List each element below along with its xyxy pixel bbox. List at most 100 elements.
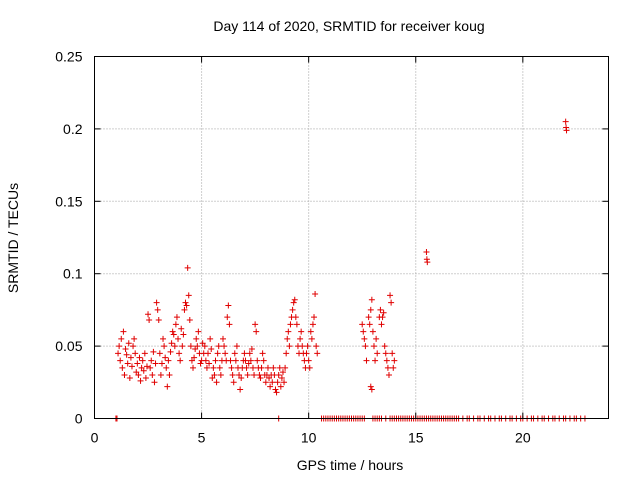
data-point [304,343,311,350]
plot-frame [94,56,609,419]
data-point [182,299,189,306]
data-point [281,379,288,386]
data-point [221,343,228,350]
data-point [285,328,292,335]
data-point [247,357,254,364]
data-point [123,351,130,358]
data-point [150,348,157,355]
data-point [253,328,260,335]
data-point [127,354,134,361]
data-point [205,350,212,357]
data-point [305,357,312,364]
x-tick-label: 0 [91,430,99,446]
y-tick-label: 0.1 [63,266,83,282]
data-point [275,372,282,379]
data-point [267,383,274,390]
data-point [273,389,280,396]
data-point [121,372,128,379]
data-point [157,372,164,379]
data-point [241,350,248,357]
data-point [169,328,176,335]
data-point [370,343,377,350]
data-point [122,345,129,352]
y-axis-ticks: 0 0.05 0.1 0.15 0.2 0.25 [55,49,609,427]
data-point [197,360,204,367]
data-point [278,374,285,381]
data-point [142,374,149,381]
data-point [384,364,391,371]
data-point [293,321,300,328]
data-point [229,372,236,379]
data-point [373,335,380,342]
gridlines [94,56,609,419]
data-point [381,343,388,350]
data-point [290,299,297,306]
data-point [210,364,217,371]
data-point [158,360,165,367]
data-point [154,306,161,313]
data-point [424,259,431,266]
data-point [149,372,156,379]
data-point [136,354,143,361]
data-point [117,357,124,364]
data-point [256,372,263,379]
data-point [208,345,215,352]
data-point [230,379,237,386]
data-point [134,360,141,367]
data-point [206,360,213,367]
data-point [563,127,570,134]
data-point [151,379,158,386]
data-point [125,340,132,347]
data-point [135,372,142,379]
data-point [191,354,198,361]
data-point [166,372,173,379]
data-point [380,309,387,316]
data-point [260,357,267,364]
data-point [148,357,155,364]
data-point [378,321,385,328]
data-point [254,357,261,364]
data-point [217,372,224,379]
data-point [231,350,238,357]
data-point [369,328,376,335]
data-point [171,343,178,350]
data-point [162,354,169,361]
data-point [372,357,379,364]
data-point [284,335,291,342]
data-point [190,364,197,371]
data-point [180,331,187,338]
x-tick-label: 20 [515,430,531,446]
data-point [312,290,319,297]
data-point [194,343,201,350]
data-point [126,374,133,381]
data-point [147,364,154,371]
data-point [152,360,159,367]
data-point [177,357,184,364]
data-point [132,350,139,357]
data-point [368,296,375,303]
data-point [160,335,167,342]
data-point [367,306,374,313]
data-point [183,302,190,309]
data-point [379,314,386,321]
data-point [175,335,182,342]
data-point [243,364,250,371]
data-point [279,369,286,376]
data-point [248,345,255,352]
data-point [252,321,259,328]
data-point [139,357,146,364]
data-point [215,343,222,350]
x-axis-label: GPS time / hours [297,457,404,473]
data-point [374,350,381,357]
y-tick-label: 0 [75,411,83,427]
data-point [274,379,281,386]
data-point [201,343,208,350]
data-point [233,343,240,350]
data-point [389,350,396,357]
data-point [226,321,233,328]
data-point [363,357,370,364]
data-point [220,335,226,342]
data-point [145,311,152,318]
data-point [282,364,289,371]
data-point [360,328,367,335]
